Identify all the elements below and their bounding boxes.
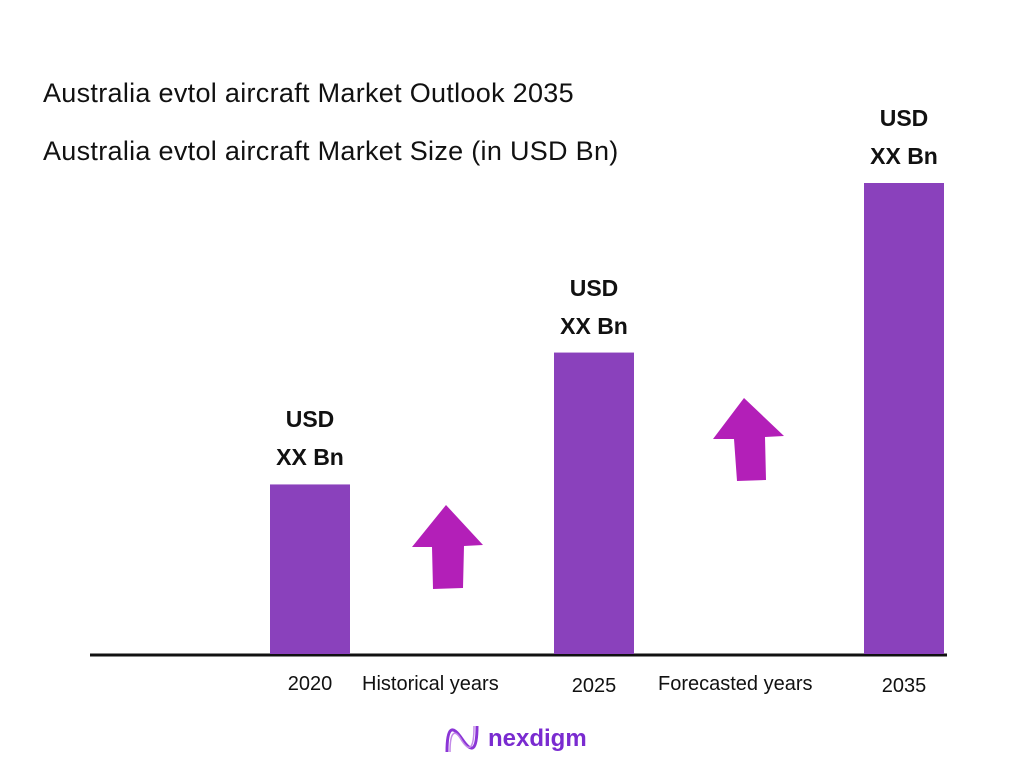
chart-title: Australia evtol aircraft Market Outlook … [43, 78, 574, 108]
data-label-2035-line2: XX Bn [870, 143, 938, 169]
data-label-2020-line2: XX Bn [276, 444, 344, 471]
x-tick-2025: 2025 [571, 675, 617, 697]
period-label-forecast: Forecasted years [658, 673, 813, 695]
x-tick-2020: 2020 [287, 673, 333, 695]
logo-text: nexdigm [488, 725, 587, 752]
bar-2025 [554, 352, 634, 654]
forecast-growth-arrow-icon [713, 398, 784, 481]
data-label-2020-line1: USD [285, 406, 335, 433]
data-label-2035-line1: USD [879, 105, 929, 131]
x-tick-2035: 2035 [881, 675, 927, 697]
bar-2035 [864, 183, 944, 654]
historical-growth-arrow-icon [412, 505, 483, 589]
data-label-2025-line2: XX Bn [560, 312, 628, 339]
period-label-historical: Historical years [362, 673, 499, 695]
nexdigm-logo-icon [445, 725, 479, 753]
nexdigm-logo: nexdigm [444, 722, 587, 756]
chart-subtitle: Australia evtol aircraft Market Size (in… [43, 136, 619, 166]
data-label-2025-line1: USD [569, 274, 619, 301]
bar-2020 [270, 484, 350, 654]
